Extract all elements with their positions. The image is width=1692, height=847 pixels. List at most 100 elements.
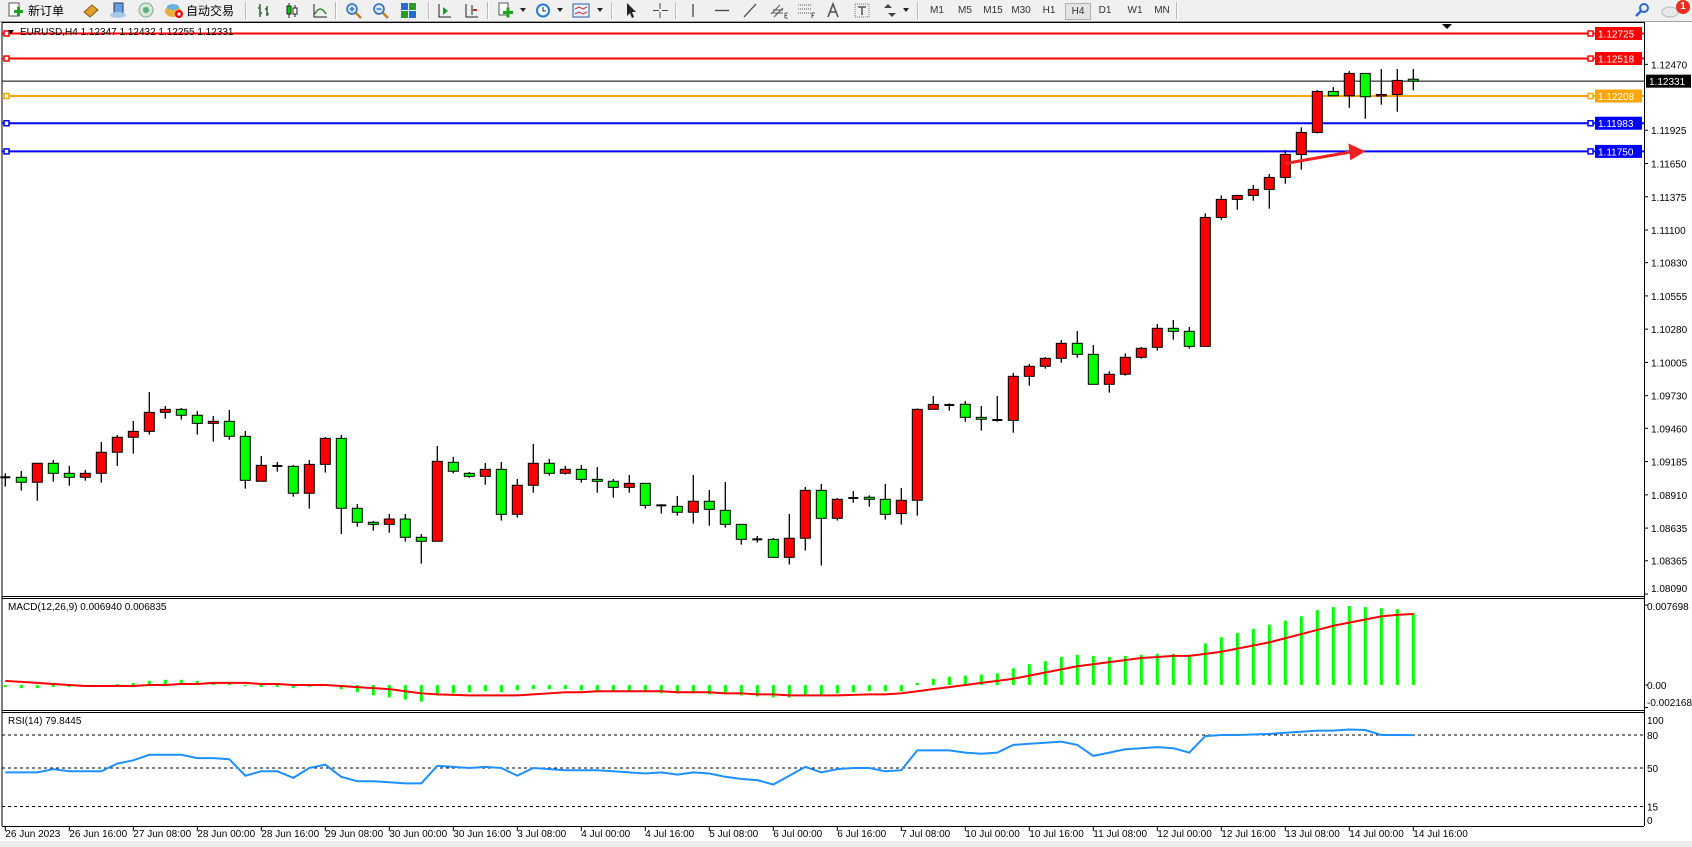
candle[interactable] <box>383 513 395 533</box>
line-handle[interactable] <box>3 92 10 100</box>
auto-scroll-button[interactable] <box>463 2 479 19</box>
candlestick-button[interactable] <box>284 2 300 19</box>
timeframe-w1[interactable]: W1 <box>1127 5 1143 16</box>
candle[interactable] <box>63 465 75 486</box>
candle[interactable] <box>527 443 539 493</box>
history-center-button[interactable] <box>82 2 100 19</box>
chart-shift-marker-icon[interactable] <box>1442 24 1452 29</box>
candle[interactable] <box>1391 69 1403 112</box>
horizontal-line-button[interactable] <box>714 2 730 19</box>
candle[interactable] <box>799 486 811 551</box>
arrows-button[interactable] <box>882 2 898 19</box>
indicators-dropdown[interactable] <box>520 8 526 12</box>
candle[interactable] <box>47 460 59 482</box>
candle[interactable] <box>272 461 283 472</box>
candle[interactable] <box>656 504 667 514</box>
candle[interactable] <box>767 538 779 558</box>
templates-dropdown[interactable] <box>597 8 603 12</box>
cursor-button[interactable] <box>624 2 638 19</box>
new-order-button[interactable]: 新订单 <box>6 2 64 19</box>
candle[interactable] <box>927 396 939 410</box>
line-handle[interactable] <box>1587 55 1594 62</box>
candle[interactable] <box>848 490 859 503</box>
candle[interactable] <box>879 483 891 520</box>
candle[interactable] <box>159 405 171 419</box>
candle[interactable] <box>287 464 299 497</box>
candle[interactable] <box>607 478 619 498</box>
candle[interactable] <box>559 465 571 475</box>
candle[interactable] <box>1167 319 1179 340</box>
timeframe-h1[interactable]: H1 <box>1042 5 1056 16</box>
candle[interactable] <box>1279 150 1291 184</box>
candle[interactable] <box>367 520 379 531</box>
candle[interactable] <box>479 463 491 485</box>
candle[interactable] <box>1343 71 1355 108</box>
candle[interactable] <box>495 461 507 521</box>
templates-button[interactable] <box>572 2 590 19</box>
candle[interactable] <box>992 396 1003 422</box>
zoom-out-button[interactable] <box>372 2 390 19</box>
timeframe-mn[interactable]: MN <box>1154 5 1170 16</box>
candle[interactable] <box>1007 372 1019 433</box>
indicators-button[interactable] <box>497 2 515 19</box>
candle[interactable] <box>207 415 219 442</box>
candle[interactable] <box>911 408 923 516</box>
chart-shift-button[interactable] <box>436 2 452 19</box>
line-handle[interactable] <box>3 148 10 155</box>
candle[interactable] <box>1183 326 1195 349</box>
candle[interactable] <box>895 487 907 525</box>
candle[interactable] <box>127 420 139 454</box>
candle[interactable] <box>79 469 91 481</box>
candle[interactable] <box>15 471 27 491</box>
line-handle[interactable] <box>1587 119 1594 127</box>
line-handle[interactable] <box>1587 148 1594 155</box>
candle[interactable] <box>431 445 443 542</box>
candle[interactable] <box>591 467 603 493</box>
candle[interactable] <box>1039 356 1051 369</box>
candle[interactable] <box>1103 371 1115 393</box>
zoom-in-button[interactable] <box>345 2 363 19</box>
candle[interactable] <box>975 405 987 431</box>
candle[interactable] <box>447 456 459 474</box>
candle[interactable] <box>239 430 251 489</box>
candle[interactable] <box>1119 353 1131 376</box>
candle[interactable] <box>1055 340 1067 363</box>
candle[interactable] <box>735 523 747 545</box>
candle[interactable] <box>511 478 523 518</box>
auto-trading-button[interactable]: 自动交易 <box>164 2 234 19</box>
market-watch-button[interactable] <box>109 2 127 19</box>
candle[interactable] <box>463 471 475 478</box>
candle[interactable] <box>1327 87 1339 97</box>
candle[interactable] <box>1407 68 1419 91</box>
candle[interactable] <box>1295 127 1307 170</box>
candle[interactable] <box>1199 213 1211 347</box>
timeframe-m1[interactable]: M1 <box>930 5 944 16</box>
candle[interactable] <box>1263 174 1275 209</box>
candle[interactable] <box>671 495 683 516</box>
candle[interactable] <box>1087 345 1099 385</box>
candle[interactable] <box>415 534 427 564</box>
candle[interactable] <box>95 441 107 483</box>
arrows-dropdown[interactable] <box>903 8 909 12</box>
candle[interactable] <box>944 403 955 411</box>
signals-button[interactable] <box>137 2 155 19</box>
trendline-button[interactable] <box>742 2 758 19</box>
candle[interactable] <box>815 483 827 566</box>
timeframe-m15[interactable]: M15 <box>983 5 1003 16</box>
candle[interactable] <box>111 434 123 466</box>
candle[interactable] <box>752 535 763 543</box>
line-handle[interactable] <box>3 30 10 37</box>
candle[interactable] <box>1215 195 1227 220</box>
candle[interactable] <box>703 490 715 526</box>
equidistant-channel-button[interactable] <box>770 2 790 19</box>
line-handle[interactable] <box>3 119 10 127</box>
fibonacci-button[interactable] <box>797 2 817 19</box>
text-label-button[interactable] <box>854 2 870 19</box>
candle[interactable] <box>143 392 155 435</box>
candle[interactable] <box>1311 90 1323 134</box>
timeframe-h4[interactable]: H4 <box>1065 3 1091 20</box>
candle[interactable] <box>623 475 635 493</box>
text-button[interactable] <box>827 2 839 19</box>
candle[interactable] <box>1023 363 1035 386</box>
crosshair-button[interactable] <box>652 2 668 19</box>
